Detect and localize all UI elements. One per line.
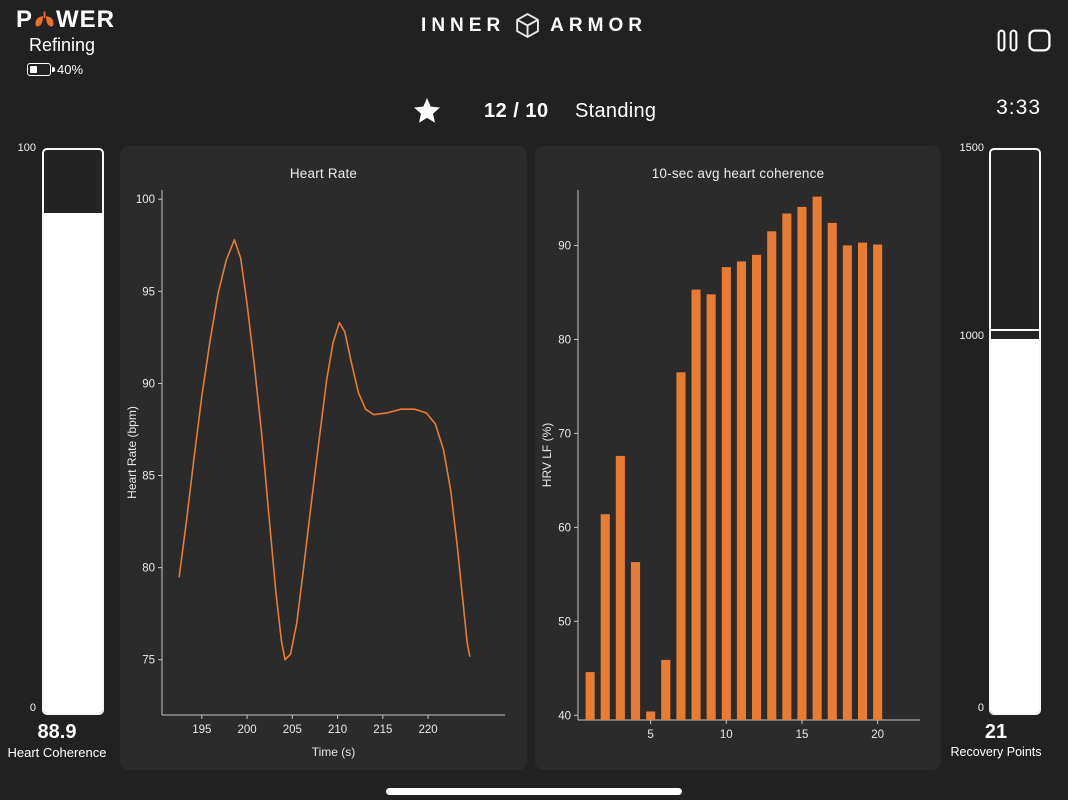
- heart-coherence-gauge-fill: [44, 212, 102, 713]
- battery-percent-label: 40%: [57, 62, 84, 77]
- svg-text:Time (s): Time (s): [312, 745, 356, 759]
- pause-button[interactable]: [995, 28, 1020, 56]
- heart-rate-panel: 75 80 85 90 95 100 195 200 205 210 215 220 Heart Rat…: [120, 146, 527, 770]
- svg-text:215: 215: [373, 724, 392, 736]
- svg-text:200: 200: [237, 724, 256, 736]
- svg-text:HRV LF (%): HRV LF (%): [540, 423, 554, 487]
- power-letters-wer: WER: [56, 6, 116, 33]
- svg-text:95: 95: [142, 286, 155, 298]
- power-wordmark: P WER: [16, 8, 115, 32]
- power-letter-p: P: [16, 6, 34, 33]
- rep-counter: 12 / 10: [484, 100, 549, 122]
- recovery-gauge-max-label: 1500: [959, 142, 984, 154]
- svg-text:75: 75: [142, 655, 155, 667]
- session-timer: 3:33: [996, 96, 1041, 119]
- brand-inner-text: INNER: [421, 14, 506, 36]
- recovery-gauge-min-label: 0: [977, 702, 984, 714]
- recovery-points-value: 21: [984, 721, 1008, 743]
- svg-text:60: 60: [558, 522, 571, 534]
- brand-armor-text: ARMOR: [550, 14, 647, 36]
- svg-text:Heart Rate (bpm): Heart Rate (bpm): [125, 406, 139, 499]
- session-controls: [995, 28, 1052, 56]
- svg-text:50: 50: [558, 616, 571, 628]
- svg-text:40: 40: [558, 710, 571, 722]
- inner-armor-logo: INNER ARMOR: [421, 12, 647, 39]
- svg-text:210: 210: [328, 724, 347, 736]
- exercise-name: Standing: [575, 100, 657, 122]
- program-subtitle: Refining: [29, 35, 96, 55]
- svg-text:10: 10: [720, 729, 733, 741]
- star-icon: [412, 96, 442, 131]
- coherence-chart-title: 10-sec avg heart coherence: [651, 166, 825, 181]
- recovery-gauge-mid-label: 1000: [959, 330, 984, 342]
- svg-text:80: 80: [142, 563, 155, 575]
- power-logo: P WER Refining 40%: [16, 8, 115, 78]
- pause-icon: [997, 29, 1018, 52]
- cube-icon: [514, 12, 541, 39]
- lungs-icon: [34, 10, 55, 31]
- battery-indicator: 40%: [27, 62, 115, 77]
- battery-fill-level: [30, 66, 38, 73]
- home-indicator[interactable]: [386, 788, 682, 795]
- recovery-points-gauge: [989, 148, 1041, 715]
- coherence-bar-chart: 40 50 60 70 80 90 5 10 15 20 HRV LF (%): [540, 190, 920, 741]
- heart-rate-chart: 75 80 85 90 95 100 195 200 205 210 215 220 Heart Rat…: [125, 190, 505, 759]
- svg-text:195: 195: [192, 724, 211, 736]
- heart-coherence-gauge: [42, 148, 104, 715]
- svg-text:20: 20: [871, 729, 884, 741]
- recovery-points-caption: Recovery Points: [950, 745, 1042, 759]
- coherence-chart-panel: 40 50 60 70 80 90 5 10 15 20 HRV LF (%) 10-sec avg…: [535, 146, 941, 770]
- battery-icon: [27, 63, 55, 76]
- recovery-gauge-fill: [991, 339, 1039, 713]
- coherence-gauge-max-label: 100: [17, 142, 36, 154]
- svg-text:80: 80: [558, 334, 571, 346]
- stop-button[interactable]: [1027, 28, 1052, 56]
- stop-icon: [1028, 29, 1051, 52]
- heart-coherence-caption: Heart Coherence: [7, 745, 107, 760]
- svg-text:205: 205: [283, 724, 302, 736]
- heart-coherence-value: 88.9: [37, 721, 77, 743]
- svg-text:15: 15: [796, 729, 809, 741]
- svg-text:100: 100: [136, 194, 155, 206]
- svg-text:220: 220: [418, 724, 437, 736]
- coherence-gauge-min-label: 0: [29, 702, 36, 714]
- svg-text:70: 70: [558, 428, 571, 440]
- svg-text:5: 5: [647, 729, 653, 741]
- recovery-gauge-marker: [991, 329, 1039, 332]
- heart-rate-chart-title: Heart Rate: [289, 166, 358, 181]
- svg-text:90: 90: [558, 240, 571, 252]
- svg-text:90: 90: [142, 378, 155, 390]
- svg-text:85: 85: [142, 471, 155, 483]
